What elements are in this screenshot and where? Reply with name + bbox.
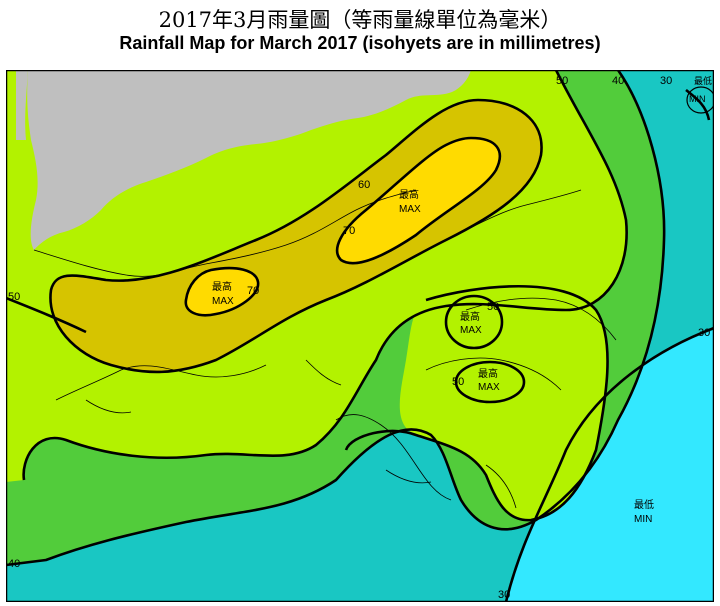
land-outside-strip bbox=[16, 70, 28, 140]
isohyet-70-north bbox=[335, 136, 502, 265]
isohyets bbox=[6, 70, 714, 602]
isohyet-50-west bbox=[6, 296, 87, 334]
max-zh-a: 最高 bbox=[460, 310, 480, 323]
label-50-west: 50 bbox=[8, 291, 20, 303]
label-30-top: 30 bbox=[660, 75, 672, 87]
isohyet-50-max-a bbox=[444, 294, 504, 350]
band-above-70-north bbox=[337, 138, 500, 264]
max-en-a: MAX bbox=[460, 325, 482, 336]
extreme-annotations: 最高 MAX 最高 MAX 最高 MAX 最高 MAX 最低 MIN 最低 MI… bbox=[212, 75, 712, 525]
max-zh-north: 最高 bbox=[399, 188, 419, 201]
isohyet-50-southeast bbox=[344, 284, 609, 522]
label-30-east: 30 bbox=[698, 327, 710, 339]
label-40-bottom: 40 bbox=[8, 558, 20, 570]
isohyet-70-west bbox=[184, 266, 260, 317]
map-title-chinese: 2017年3月雨量圖（等雨量線單位為毫米） bbox=[158, 8, 562, 32]
min-en-southeast: MIN bbox=[634, 514, 652, 525]
min-zh-southeast: 最低 bbox=[634, 498, 654, 511]
label-50-max-a: 50 bbox=[487, 301, 499, 313]
label-50-top: 50 bbox=[556, 75, 568, 87]
rainfall-map: 30 40 50 30 30 40 50 60 70 70 50 50 最高 M… bbox=[6, 70, 714, 602]
label-60: 60 bbox=[358, 179, 370, 191]
isohyet-50-max-b bbox=[454, 360, 526, 404]
isohyet-50-main bbox=[22, 70, 628, 481]
max-en-north: MAX bbox=[399, 204, 421, 215]
isohyet-40-east bbox=[6, 70, 666, 567]
isohyet-60 bbox=[49, 98, 543, 374]
label-70-north: 70 bbox=[343, 225, 355, 237]
isohyet-labels: 30 40 50 30 30 40 50 60 70 70 50 50 bbox=[8, 75, 710, 601]
map-title-english: Rainfall Map for March 2017 (isohyets ar… bbox=[119, 33, 601, 53]
min-en-northeast: MIN bbox=[689, 94, 706, 104]
isohyet-30-ne bbox=[685, 88, 711, 121]
min-zh-northeast: 最低 bbox=[694, 75, 712, 86]
band-above-70-west bbox=[185, 268, 259, 316]
coastlines bbox=[33, 189, 617, 509]
label-40-top: 40 bbox=[612, 75, 624, 87]
max-zh-west: 最高 bbox=[212, 280, 232, 293]
label-50-max-b: 50 bbox=[452, 376, 464, 388]
max-en-west: MAX bbox=[212, 296, 234, 307]
land-outside-territory bbox=[27, 70, 471, 250]
band-50-60-southeast bbox=[399, 286, 608, 521]
isohyet-30-min-ne bbox=[686, 86, 714, 114]
label-70-west: 70 bbox=[247, 285, 259, 297]
map-frame bbox=[6, 70, 714, 602]
isohyet-30-east bbox=[504, 326, 714, 602]
max-en-b: MAX bbox=[478, 382, 500, 393]
label-30-bottom: 30 bbox=[498, 589, 510, 601]
max-zh-b: 最高 bbox=[478, 367, 498, 380]
